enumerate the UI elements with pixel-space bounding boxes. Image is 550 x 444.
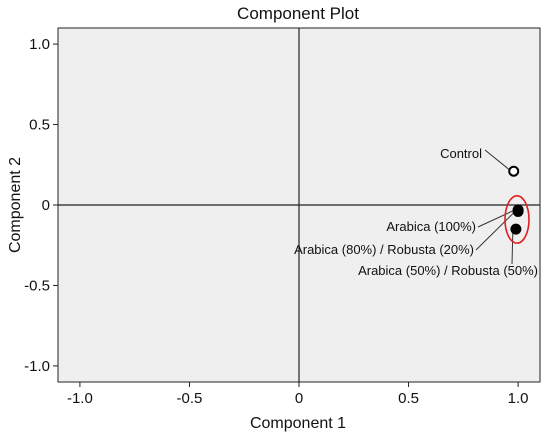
y-tick-label: -1.0 xyxy=(24,358,50,375)
x-axis-ticks: -1.0 -0.5 0 0.5 1.0 xyxy=(67,382,529,407)
y-tick-label: 0.5 xyxy=(29,117,50,134)
highlight-ellipse xyxy=(504,195,530,244)
x-axis-title: Component 1 xyxy=(250,415,346,432)
x-tick-label: -1.0 xyxy=(67,390,93,407)
point-label: Control xyxy=(440,146,482,161)
x-tick-label: 0.5 xyxy=(398,390,419,407)
y-axis-ticks: -1.0 -0.5 0 0.5 1.0 xyxy=(24,36,58,375)
y-tick-label: -0.5 xyxy=(24,277,50,294)
point-label: Arabica (100%) xyxy=(386,219,476,234)
y-axis-title: Component 2 xyxy=(7,157,24,253)
label-leader-line xyxy=(475,211,516,251)
data-point xyxy=(510,223,522,235)
data-point xyxy=(512,205,524,217)
x-tick-label: 1.0 xyxy=(508,390,529,407)
highlight-group xyxy=(504,195,530,244)
chart-title: Component Plot xyxy=(237,4,359,23)
label-leader-lines xyxy=(475,149,516,265)
y-tick-label: 0 xyxy=(42,197,50,214)
x-tick-label: 0 xyxy=(295,390,303,407)
point-label: Arabica (50%) / Robusta (50%) xyxy=(358,263,538,278)
point-labels: Control Arabica (100%) Arabica (80%) / Rob… xyxy=(294,146,538,278)
x-tick-label: -0.5 xyxy=(177,390,203,407)
label-leader-line xyxy=(484,149,510,170)
label-leader-line xyxy=(477,209,516,228)
data-point xyxy=(508,165,520,177)
data-points xyxy=(508,165,524,235)
y-tick-label: 1.0 xyxy=(29,36,50,53)
point-label: Arabica (80%) / Robusta (20%) xyxy=(294,242,474,257)
reference-lines xyxy=(58,28,540,382)
label-leader-line xyxy=(511,229,514,265)
